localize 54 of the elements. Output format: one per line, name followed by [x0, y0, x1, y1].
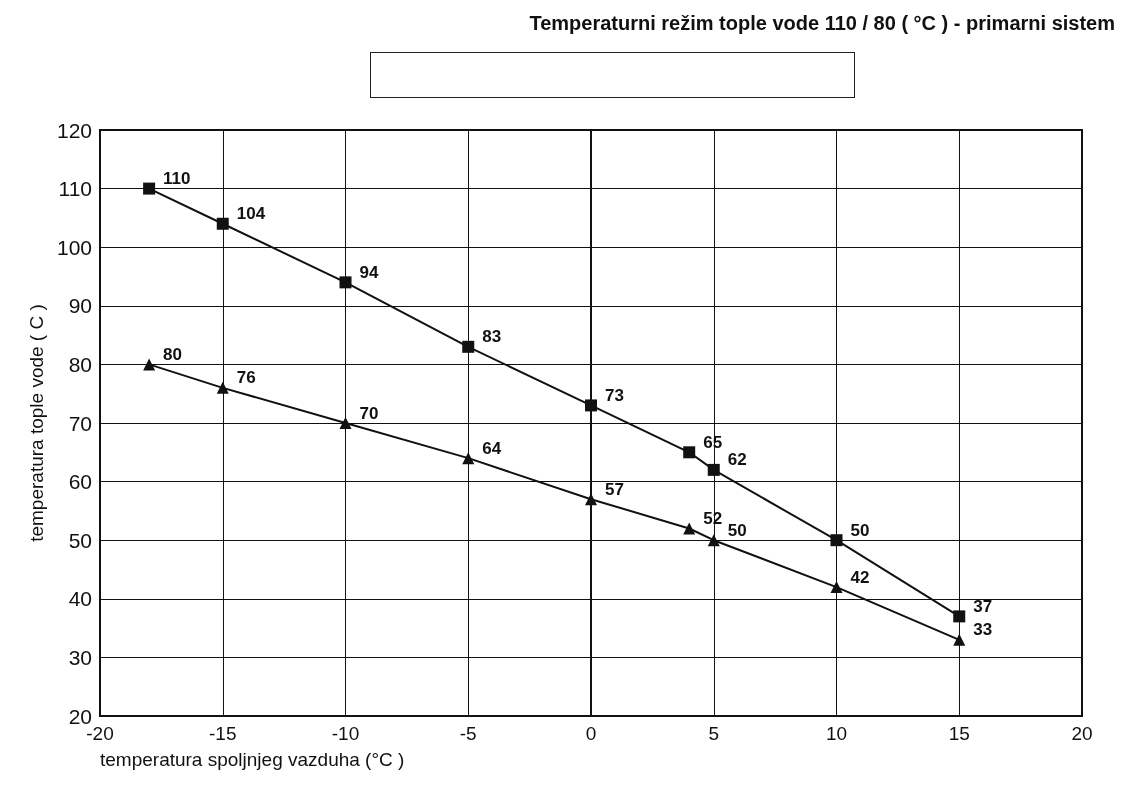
x-tick-label: 15 — [948, 723, 970, 744]
x-tick-label: -10 — [331, 723, 360, 744]
data-label: 57 — [605, 479, 624, 499]
point — [339, 276, 352, 289]
y-tick-label: 80 — [68, 352, 92, 376]
x-tick-label: 20 — [1071, 723, 1093, 744]
data-label: 76 — [236, 368, 256, 388]
data-label: 50 — [850, 520, 870, 540]
data-label: 33 — [973, 620, 993, 640]
data-label: 50 — [727, 520, 747, 540]
data-label: 80 — [163, 344, 183, 364]
point — [707, 463, 720, 476]
y-tick-label: 120 — [56, 118, 92, 142]
y-tick-label: 60 — [68, 470, 92, 494]
x-tick-label: -15 — [209, 723, 237, 744]
x-axis-title: temperatura spoljnjeg vazduha (°C ) — [100, 749, 405, 770]
y-tick-label: 100 — [56, 235, 92, 259]
point — [830, 581, 843, 594]
y-tick-label: 50 — [68, 528, 92, 552]
point — [585, 399, 597, 412]
data-label: 73 — [605, 385, 624, 405]
y-tick-label: 40 — [68, 587, 92, 611]
data-label: 37 — [973, 596, 993, 616]
data-label: 104 — [236, 204, 266, 224]
data-label: 83 — [482, 327, 502, 347]
point — [143, 358, 156, 371]
y-tick-label: 30 — [68, 645, 92, 669]
x-tick-label: 10 — [825, 723, 848, 744]
point — [683, 446, 696, 459]
point — [462, 452, 475, 465]
x-tick-label: 0 — [585, 723, 597, 744]
point — [462, 340, 475, 353]
data-label: 94 — [359, 262, 379, 282]
point — [707, 534, 720, 547]
point — [216, 217, 229, 230]
data-label: 64 — [482, 438, 502, 458]
point — [953, 633, 966, 646]
point — [216, 381, 229, 394]
y-axis-title: temperatura tople vode ( C ) — [26, 304, 48, 542]
point — [339, 417, 352, 429]
data-label: 70 — [359, 403, 379, 423]
chart-title: Temperaturni režim tople vode 110 / 80 ( °C ) - primarni sistem — [529, 12, 1115, 34]
point — [143, 182, 156, 195]
point — [830, 534, 843, 547]
x-tick-label: -5 — [459, 723, 477, 744]
data-label: 110 — [163, 169, 191, 189]
y-tick-label: 110 — [58, 177, 92, 201]
y-tick-label: 70 — [68, 411, 92, 435]
point — [683, 522, 696, 535]
point — [953, 610, 966, 623]
data-label: 62 — [727, 450, 747, 470]
data-label: 42 — [850, 567, 870, 587]
x-tick-label: 5 — [708, 723, 720, 744]
y-tick-label: 90 — [68, 294, 92, 318]
